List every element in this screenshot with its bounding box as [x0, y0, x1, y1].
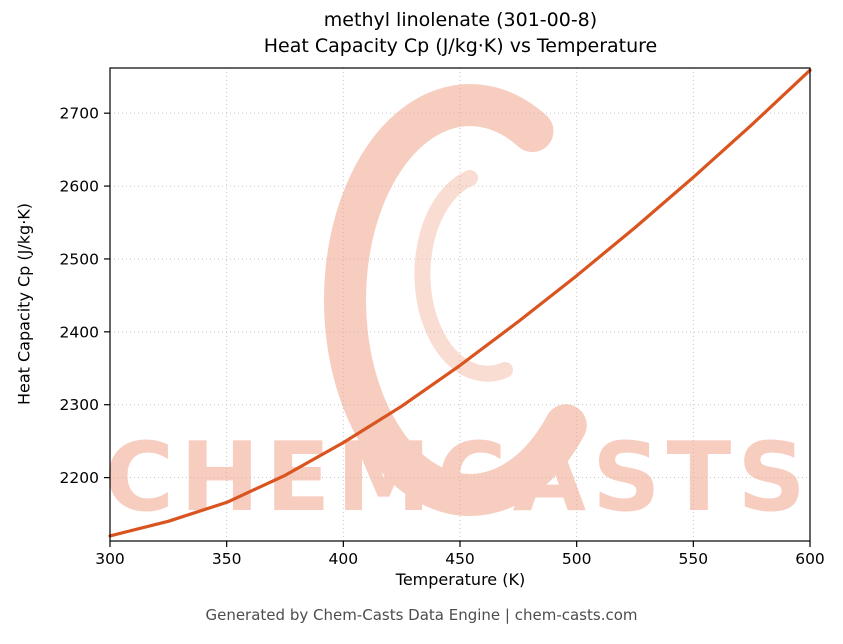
watermark-text: CHEMCASTS [104, 423, 812, 533]
y-tick-label: 2600 [60, 178, 99, 196]
footer-note: Generated by Chem-Casts Data Engine | ch… [205, 606, 638, 624]
y-axis-label: Heat Capacity Cp (J/kg·K) [14, 202, 34, 406]
y-tick-label: 2400 [60, 323, 99, 341]
watermark-logo-inner [414, 170, 513, 382]
y-tick-label: 2500 [60, 250, 99, 268]
tick-marks [104, 112, 811, 547]
x-tick-label: 450 [445, 550, 475, 568]
x-axis-label: Temperature (K) [395, 570, 526, 589]
tick-labels: 300 350 400 450 500 550 600 2200 2300 2400 2500 260… [60, 105, 825, 568]
chart-title-line2: Heat Capacity Cp (J/kg·K) vs Temperature [263, 34, 658, 57]
y-tick-label: 2200 [60, 469, 99, 487]
x-tick-label: 600 [795, 550, 825, 568]
x-tick-label: 400 [329, 550, 359, 568]
cp-curve [108, 68, 812, 538]
chart-title: methyl linolenate (301-00-8) Heat Capaci… [88, 8, 833, 59]
x-tick-label: 350 [212, 550, 242, 568]
y-tick-label: 2300 [60, 396, 99, 414]
y-tick-label: 2700 [60, 105, 99, 123]
x-tick-label: 500 [562, 550, 592, 568]
x-tick-label: 550 [679, 550, 709, 568]
watermark-logo [324, 84, 587, 516]
chart-title-line1: methyl linolenate (301-00-8) [323, 9, 598, 31]
x-tick-label: 300 [95, 550, 125, 568]
watermark: CHEMCASTS [104, 84, 812, 533]
